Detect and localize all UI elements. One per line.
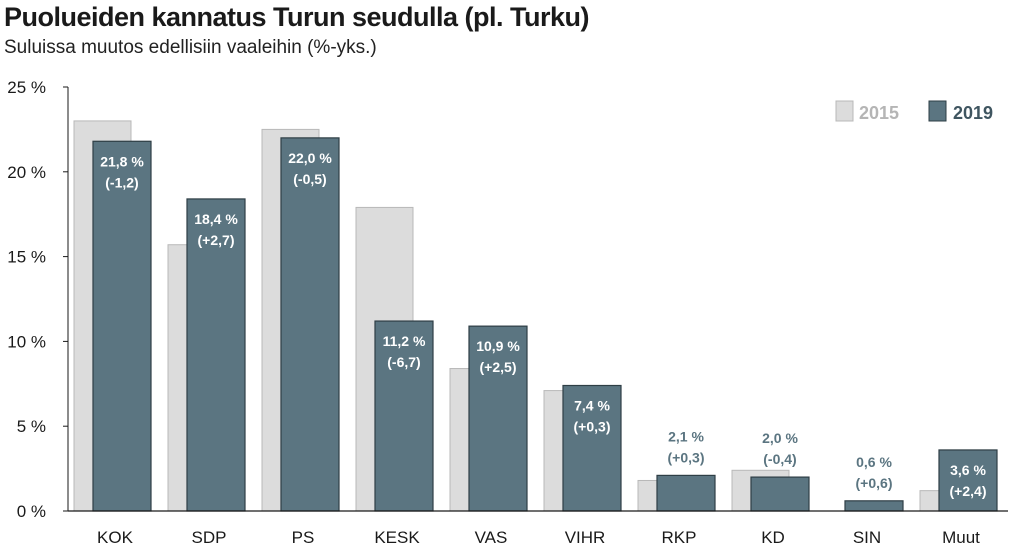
data-label-value: 11,2 % (383, 333, 426, 349)
data-label-change: (-1,2) (105, 174, 138, 190)
data-label-change: (+0,6) (856, 475, 893, 491)
data-label-value: 7,4 % (574, 397, 610, 413)
data-label-value: 0,6 % (856, 454, 892, 470)
data-label-change: (-6,7) (387, 354, 420, 370)
y-tick-label: 5 % (17, 417, 46, 436)
bar-2019-vas (468, 325, 528, 512)
data-label-change: (-0,5) (293, 171, 326, 187)
data-label-value: 3,6 % (950, 462, 986, 478)
data-label-change: (+2,4) (950, 483, 987, 499)
x-tick-label: SIN (853, 528, 881, 547)
x-tick-label: Muut (942, 528, 980, 547)
x-tick-label: SDP (192, 528, 227, 547)
y-tick-label: 25 % (7, 78, 46, 97)
x-tick-label: KESK (374, 528, 420, 547)
x-tick-label: VIHR (565, 528, 606, 547)
x-tick-label: RKP (662, 528, 697, 547)
x-tick-label: KD (761, 528, 785, 547)
bar-2019-kok (92, 140, 152, 512)
legend-swatch-2019 (928, 100, 947, 122)
bar-2019-sin (844, 500, 904, 512)
data-label-value: 22,0 % (288, 150, 332, 166)
bar-2019-ps (280, 137, 340, 512)
legend-label-2015: 2015 (859, 103, 899, 123)
x-tick-label: KOK (97, 528, 134, 547)
bar-2019-kd (750, 476, 810, 512)
x-tick-label: PS (292, 528, 315, 547)
data-label-change: (+2,5) (480, 359, 517, 375)
y-tick-label: 20 % (7, 163, 46, 182)
data-label-value: 10,9 % (476, 338, 520, 354)
data-label-change: (+0,3) (668, 449, 705, 465)
data-label-change: (-0,4) (763, 451, 796, 467)
x-tick-label: VAS (475, 528, 508, 547)
y-tick-label: 15 % (7, 248, 46, 267)
data-label-value: 2,0 % (762, 430, 798, 446)
bar-2019-muut (938, 449, 998, 512)
bar-2019-rkp (656, 474, 716, 512)
y-tick-label: 10 % (7, 332, 46, 351)
data-label-value: 18,4 % (194, 211, 238, 227)
legend-label-2019: 2019 (953, 103, 993, 123)
data-label-change: (+0,3) (574, 418, 611, 434)
chart-title: Puolueiden kannatus Turun seudulla (pl. … (4, 2, 590, 32)
data-label-value: 2,1 % (668, 428, 704, 444)
data-label-value: 21,8 % (100, 153, 144, 169)
data-label-change: (+2,7) (198, 232, 235, 248)
y-tick-label: 0 % (17, 502, 46, 521)
chart-subtitle: Suluissa muutos edellisiin vaaleihin (%-… (4, 37, 377, 58)
bar-2019-kesk (374, 320, 434, 512)
legend-swatch-2015 (835, 100, 854, 122)
